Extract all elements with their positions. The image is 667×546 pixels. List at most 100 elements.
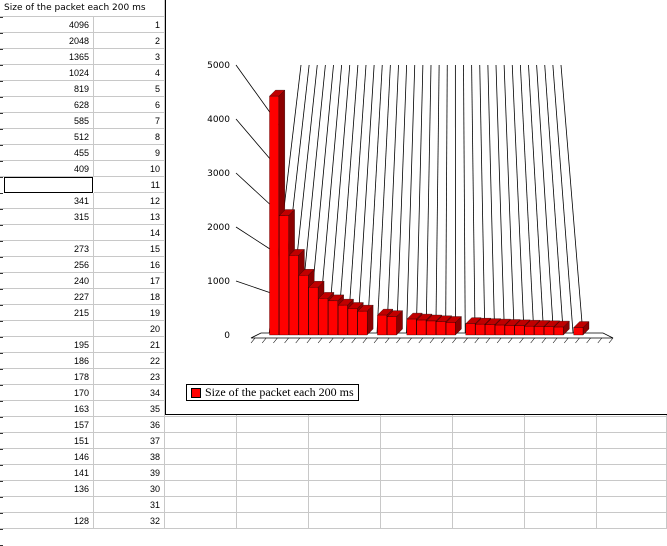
cell-index[interactable]: 20 xyxy=(94,321,165,337)
cell-index[interactable]: 16 xyxy=(94,257,165,273)
cell-size[interactable]: 628 xyxy=(0,97,94,113)
empty-cell[interactable] xyxy=(309,497,381,513)
cell-size[interactable]: 819 xyxy=(0,81,94,97)
empty-cell[interactable] xyxy=(237,465,309,481)
empty-cell[interactable] xyxy=(381,465,453,481)
empty-cell[interactable] xyxy=(525,449,597,465)
empty-cell[interactable] xyxy=(525,465,597,481)
cell-size[interactable]: 341 xyxy=(0,193,94,209)
cell-size[interactable]: 455 xyxy=(0,145,94,161)
cell-index[interactable]: 34 xyxy=(94,385,165,401)
empty-cell[interactable] xyxy=(597,481,667,497)
empty-cell[interactable] xyxy=(309,417,381,433)
empty-cell[interactable] xyxy=(597,465,667,481)
cell-size[interactable]: 4096 xyxy=(0,17,94,33)
column-header-cell[interactable]: Size of the packet each 200 ms xyxy=(0,0,165,17)
cell-index[interactable]: 12 xyxy=(94,193,165,209)
cell-size[interactable]: 273 xyxy=(0,241,94,257)
empty-cell[interactable] xyxy=(525,481,597,497)
cell-size[interactable]: 186 xyxy=(0,353,94,369)
empty-cell[interactable] xyxy=(453,449,525,465)
cell-index[interactable]: 18 xyxy=(94,289,165,305)
cell-index[interactable]: 17 xyxy=(94,273,165,289)
cell-index[interactable]: 38 xyxy=(94,449,165,465)
cell-size[interactable]: 585 xyxy=(0,113,94,129)
cell-index[interactable]: 7 xyxy=(94,113,165,129)
empty-cell[interactable] xyxy=(381,417,453,433)
cell-size[interactable]: 195 xyxy=(0,337,94,353)
empty-cell[interactable] xyxy=(165,497,237,513)
empty-cell[interactable] xyxy=(597,417,667,433)
empty-cell[interactable] xyxy=(453,433,525,449)
cell-index[interactable]: 23 xyxy=(94,369,165,385)
cell-size[interactable]: 315 xyxy=(0,209,94,225)
empty-cell[interactable] xyxy=(237,513,309,529)
cell-size[interactable]: 128 xyxy=(0,513,94,529)
empty-cell[interactable] xyxy=(597,449,667,465)
cell-size[interactable]: 227 xyxy=(0,289,94,305)
empty-cell[interactable] xyxy=(237,497,309,513)
cell-index[interactable]: 32 xyxy=(94,513,165,529)
empty-cell[interactable] xyxy=(525,497,597,513)
cell-size[interactable]: 1024 xyxy=(0,65,94,81)
empty-cell[interactable] xyxy=(597,433,667,449)
empty-cell[interactable] xyxy=(165,481,237,497)
cell-size[interactable]: 256 xyxy=(0,257,94,273)
cell-size[interactable] xyxy=(0,225,94,241)
empty-cell[interactable] xyxy=(453,513,525,529)
cell-index[interactable]: 37 xyxy=(94,433,165,449)
empty-cell[interactable] xyxy=(165,465,237,481)
empty-cell[interactable] xyxy=(525,433,597,449)
empty-cell[interactable] xyxy=(597,513,667,529)
empty-cell[interactable] xyxy=(381,497,453,513)
empty-cell[interactable] xyxy=(165,433,237,449)
empty-cell[interactable] xyxy=(165,449,237,465)
cell-index[interactable]: 14 xyxy=(94,225,165,241)
empty-cell[interactable] xyxy=(165,513,237,529)
cell-size[interactable]: 157 xyxy=(0,417,94,433)
cell-index[interactable]: 4 xyxy=(94,65,165,81)
cell-size[interactable] xyxy=(0,497,94,513)
cell-index[interactable]: 5 xyxy=(94,81,165,97)
cell-size[interactable]: 141 xyxy=(0,465,94,481)
cell-index[interactable]: 31 xyxy=(94,497,165,513)
empty-cell[interactable] xyxy=(381,481,453,497)
cell-size[interactable]: 240 xyxy=(0,273,94,289)
empty-cell[interactable] xyxy=(309,513,381,529)
empty-cell[interactable] xyxy=(381,513,453,529)
empty-cell[interactable] xyxy=(309,433,381,449)
empty-cell[interactable] xyxy=(381,433,453,449)
cell-index[interactable]: 3 xyxy=(94,49,165,65)
cell-index[interactable]: 11 xyxy=(94,177,165,193)
cell-size[interactable]: 163 xyxy=(0,401,94,417)
cell-index[interactable]: 10 xyxy=(94,161,165,177)
cell-size[interactable]: 146 xyxy=(0,449,94,465)
cell-index[interactable]: 30 xyxy=(94,481,165,497)
empty-cell[interactable] xyxy=(525,513,597,529)
empty-cell[interactable] xyxy=(597,497,667,513)
empty-cell[interactable] xyxy=(165,417,237,433)
cell-size[interactable]: 151 xyxy=(0,433,94,449)
empty-cell[interactable] xyxy=(453,481,525,497)
cell-size[interactable]: 136 xyxy=(0,481,94,497)
cell-index[interactable]: 39 xyxy=(94,465,165,481)
cell-index[interactable]: 8 xyxy=(94,129,165,145)
empty-cell[interactable] xyxy=(525,417,597,433)
cell-index[interactable]: 6 xyxy=(94,97,165,113)
cell-index[interactable]: 36 xyxy=(94,417,165,433)
empty-cell[interactable] xyxy=(237,449,309,465)
cell-size[interactable]: 409 xyxy=(0,161,94,177)
cell-size[interactable]: 512 xyxy=(0,129,94,145)
empty-cell[interactable] xyxy=(453,465,525,481)
cell-size[interactable]: 170 xyxy=(0,385,94,401)
cell-index[interactable]: 2 xyxy=(94,33,165,49)
empty-cell[interactable] xyxy=(381,449,453,465)
cell-index[interactable]: 35 xyxy=(94,401,165,417)
cell-index[interactable]: 15 xyxy=(94,241,165,257)
empty-cell[interactable] xyxy=(309,449,381,465)
cell-index[interactable]: 21 xyxy=(94,337,165,353)
empty-cell[interactable] xyxy=(237,433,309,449)
cell-size[interactable]: 1365 xyxy=(0,49,94,65)
cell-index[interactable]: 9 xyxy=(94,145,165,161)
